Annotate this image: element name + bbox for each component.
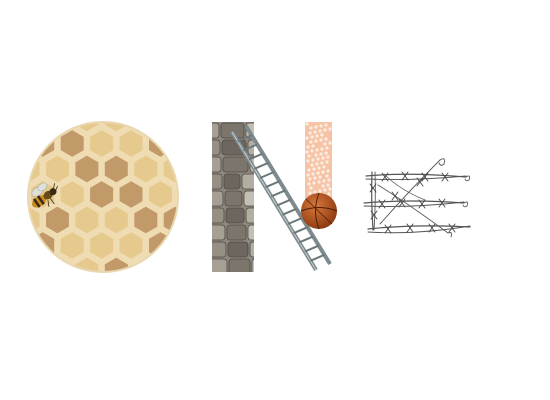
stone-brick [212,139,221,156]
honeycomb-cell [175,228,178,263]
honeycomb-cell [131,203,161,237]
honeycomb-cell [118,78,144,108]
honeycomb-cell [57,228,87,263]
stone-brick [249,241,254,258]
honeycomb-cell [206,78,232,108]
honeycomb-cell [146,126,175,161]
honeycomb-cell [43,203,72,237]
honeycomb-cell [160,254,178,272]
ladder-rung [287,217,303,225]
honeycomb-cell [87,177,117,212]
honeycomb-cell [116,177,146,212]
stone-brick [223,173,241,190]
honeycomb-cell [72,152,102,186]
honeycomb-cell [89,78,115,108]
honeycomb-cell [28,203,43,237]
honeycomb-cell [43,122,72,135]
honeycomb-cell [72,203,102,237]
letter-o-honeycomb [0,78,232,286]
bee-icon [31,182,58,208]
honeycomb-cell [30,78,56,108]
basketball-icon [300,192,338,230]
honeycomb-cell [160,122,178,135]
stone-brick [225,207,245,224]
honeycomb-cell [0,103,12,133]
ladder-rung [248,152,264,161]
letter-n-peach-stripe [305,122,332,200]
ladder-rung [242,143,258,152]
ladder-rung [310,253,325,262]
honeycomb-cell [57,177,87,212]
stone-brick [212,224,226,241]
honeycomb-cell [43,152,72,186]
honeycomb-cell [131,152,161,186]
stone-brick [241,173,254,190]
ladder-rung [259,171,275,179]
stone-brick [212,156,222,173]
stone-brick [247,224,254,241]
ladder-rung [276,198,292,207]
honeycomb-cell [116,126,146,161]
ladder-rung [270,189,286,198]
honeycomb-cell [131,122,161,135]
honeycomb-cell [116,228,146,263]
honeycomb-cell [28,122,43,135]
honeycomb-cell [101,152,131,186]
honeycomb-cell [87,126,117,161]
honeycomb-cell [59,78,85,108]
honeycomb-cell [28,254,43,272]
honeycomb-cell [87,228,117,263]
ladder-rung [282,207,297,216]
stone-brick [212,207,225,224]
letter-e-barbed-wire [363,158,471,238]
ladder-rung [254,161,269,170]
honeycomb-cell [0,154,12,184]
honeycomb-cell [0,129,26,159]
letter-n-stone-wall [212,122,254,272]
stone-brick [243,190,254,207]
ladder-rung [237,134,252,143]
honeycomb-cell [28,152,43,186]
ladder-rung [298,235,314,244]
honeycomb-cell [146,177,175,212]
stone-brick [212,173,223,190]
stone-brick [212,190,224,207]
honeycomb-cell [175,177,178,212]
honeycomb-cell [28,228,58,263]
honeycomb-rim [27,121,179,273]
honeycomb-cell [43,254,72,272]
stone-brick [212,122,220,139]
stone-brick [224,190,243,207]
honeycomb-cell [0,231,26,261]
stone-brick [226,224,247,241]
honeycomb-cell [101,203,131,237]
honeycomb-cell [0,78,26,108]
honeycomb-cell [131,254,161,272]
honeycomb-cell [101,122,131,135]
honeycomb-cell [0,205,12,235]
ladder-rung [304,244,320,253]
honeycomb-cell [175,126,178,161]
stone-brick [220,122,245,139]
ladder-icon [230,124,332,272]
stone-brick [222,156,249,173]
stone-brick [228,258,251,272]
stone-brick [212,241,227,258]
ladder-rung [265,180,280,189]
stone-brick [251,258,254,272]
stone-brick [227,241,249,258]
honeycomb-cell [0,256,12,286]
ladder-rung [293,226,308,235]
honeycomb-cell [0,180,26,210]
honeycomb-cell [148,78,174,108]
stone-brick [212,258,228,272]
honeycomb-cell [72,122,102,135]
stone-brick [245,207,254,224]
honeycomb-cell [177,78,203,108]
